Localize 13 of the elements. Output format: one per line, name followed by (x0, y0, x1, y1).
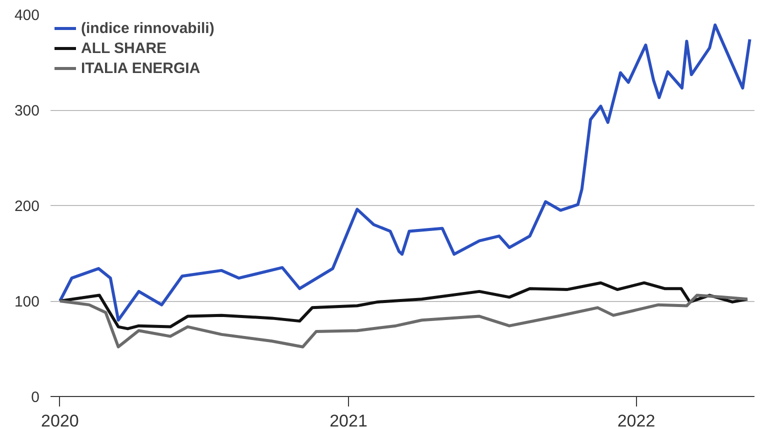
y-tick-label: 200 (14, 198, 40, 215)
y-tick-label: 100 (14, 294, 40, 310)
legend-label: ALL SHARE (81, 40, 167, 56)
x-tick-label: 2021 (330, 412, 368, 429)
y-tick-label: 300 (14, 102, 40, 120)
x-tick-label: 2020 (41, 412, 79, 429)
y-tick-label: 0 (31, 389, 40, 406)
line-series (58, 294, 749, 348)
x-tick-label: 2022 (617, 412, 656, 429)
legend-label: ITALIA ENERGIA (81, 60, 200, 76)
line-series (58, 24, 752, 322)
legend-label: (indice rinnovabili) (81, 20, 214, 36)
y-tick-label: 400 (14, 7, 40, 24)
